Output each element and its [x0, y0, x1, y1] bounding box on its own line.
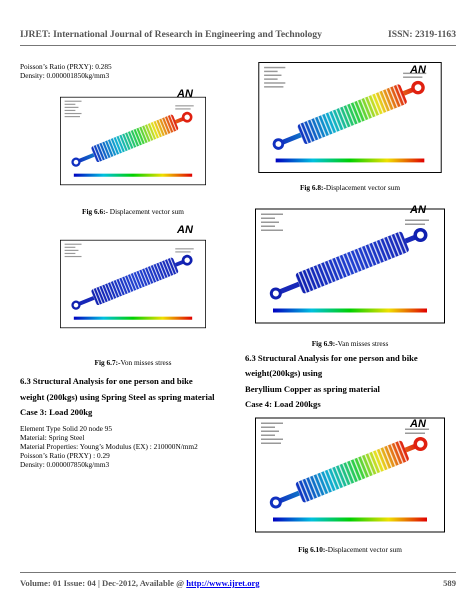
issn: ISSN: 2319-1163: [388, 29, 456, 40]
caption: Fig 6.8:-Displacement vector sum: [255, 183, 445, 192]
caption-text: Displacement vector sum: [327, 545, 402, 554]
section-heading: weight(200kgs) using: [245, 368, 323, 378]
caption: Fig 6.10:-Displacement vector sum: [255, 545, 445, 554]
figure-image: [258, 62, 442, 173]
text-line: Density: 0.000007850kg/mm3: [20, 460, 110, 469]
case-heading: Case 4: Load 200kgs: [245, 399, 321, 409]
logo: AN: [410, 418, 426, 430]
caption-text: Van misses stress: [337, 339, 389, 348]
text-line: Poisson’s Ratio (PRXY): 0.285: [20, 62, 112, 71]
page-number: 589: [443, 578, 456, 588]
case-heading: Case 3: Load 200kg: [20, 407, 93, 417]
figure-image: [60, 239, 206, 329]
footer-text: Volume: 01 Issue: 04 | Dec-2012, Availab…: [20, 578, 260, 588]
section-heading: Beryllium Copper as spring material: [245, 384, 380, 394]
caption-label: Fig 6.6:-: [82, 207, 108, 216]
section-heading: 6.3 Structural Analysis for one person a…: [20, 376, 193, 386]
caption-text: Displacement vector sum: [107, 207, 184, 216]
section-heading: 6.3 Structural Analysis for one person a…: [245, 353, 418, 363]
text-line: Poisson’s Ratio (PRXY) : 0.29: [20, 451, 110, 460]
figure-image: [60, 96, 206, 186]
figure-image: [255, 417, 445, 533]
logo: AN: [177, 88, 193, 100]
header-rule: [20, 45, 456, 46]
text-line: Density: 0.000001850kg/mm3: [20, 71, 110, 80]
caption: Fig 6.7:-Von misses stress: [60, 358, 206, 367]
section-heading: weight (200kgs) using Spring Steel as sp…: [20, 392, 215, 402]
caption: Fig 6.9:-Van misses stress: [255, 339, 445, 348]
logo: AN: [410, 64, 426, 76]
logo: AN: [177, 224, 193, 236]
caption-label: Fig 6.9:-: [311, 339, 338, 348]
text-line: Element Type Solid 20 node 95: [20, 424, 112, 433]
caption: Fig 6.6:- Displacement vector sum: [60, 207, 206, 216]
caption-text: Von misses stress: [120, 358, 172, 367]
footer-rule: [20, 572, 456, 573]
footer-link[interactable]: http://www.ijret.org: [186, 578, 260, 588]
caption-label: Fig 6.8:-: [299, 183, 326, 192]
caption-label: Fig 6.10:-: [298, 545, 328, 554]
figure-image: [255, 208, 445, 324]
logo: AN: [410, 204, 426, 216]
journal-title: IJRET: International Journal of Research…: [20, 29, 322, 40]
text-line: Material Properties: Young’s Modulus (EX…: [20, 442, 198, 451]
text-line: Material: Spring Steel: [20, 433, 85, 442]
caption-label: Fig 6.7:-: [94, 358, 121, 367]
caption-text: Displacement vector sum: [325, 183, 401, 192]
footer-volume: Volume: 01 Issue: 04 | Dec-2012, Availab…: [20, 578, 187, 588]
